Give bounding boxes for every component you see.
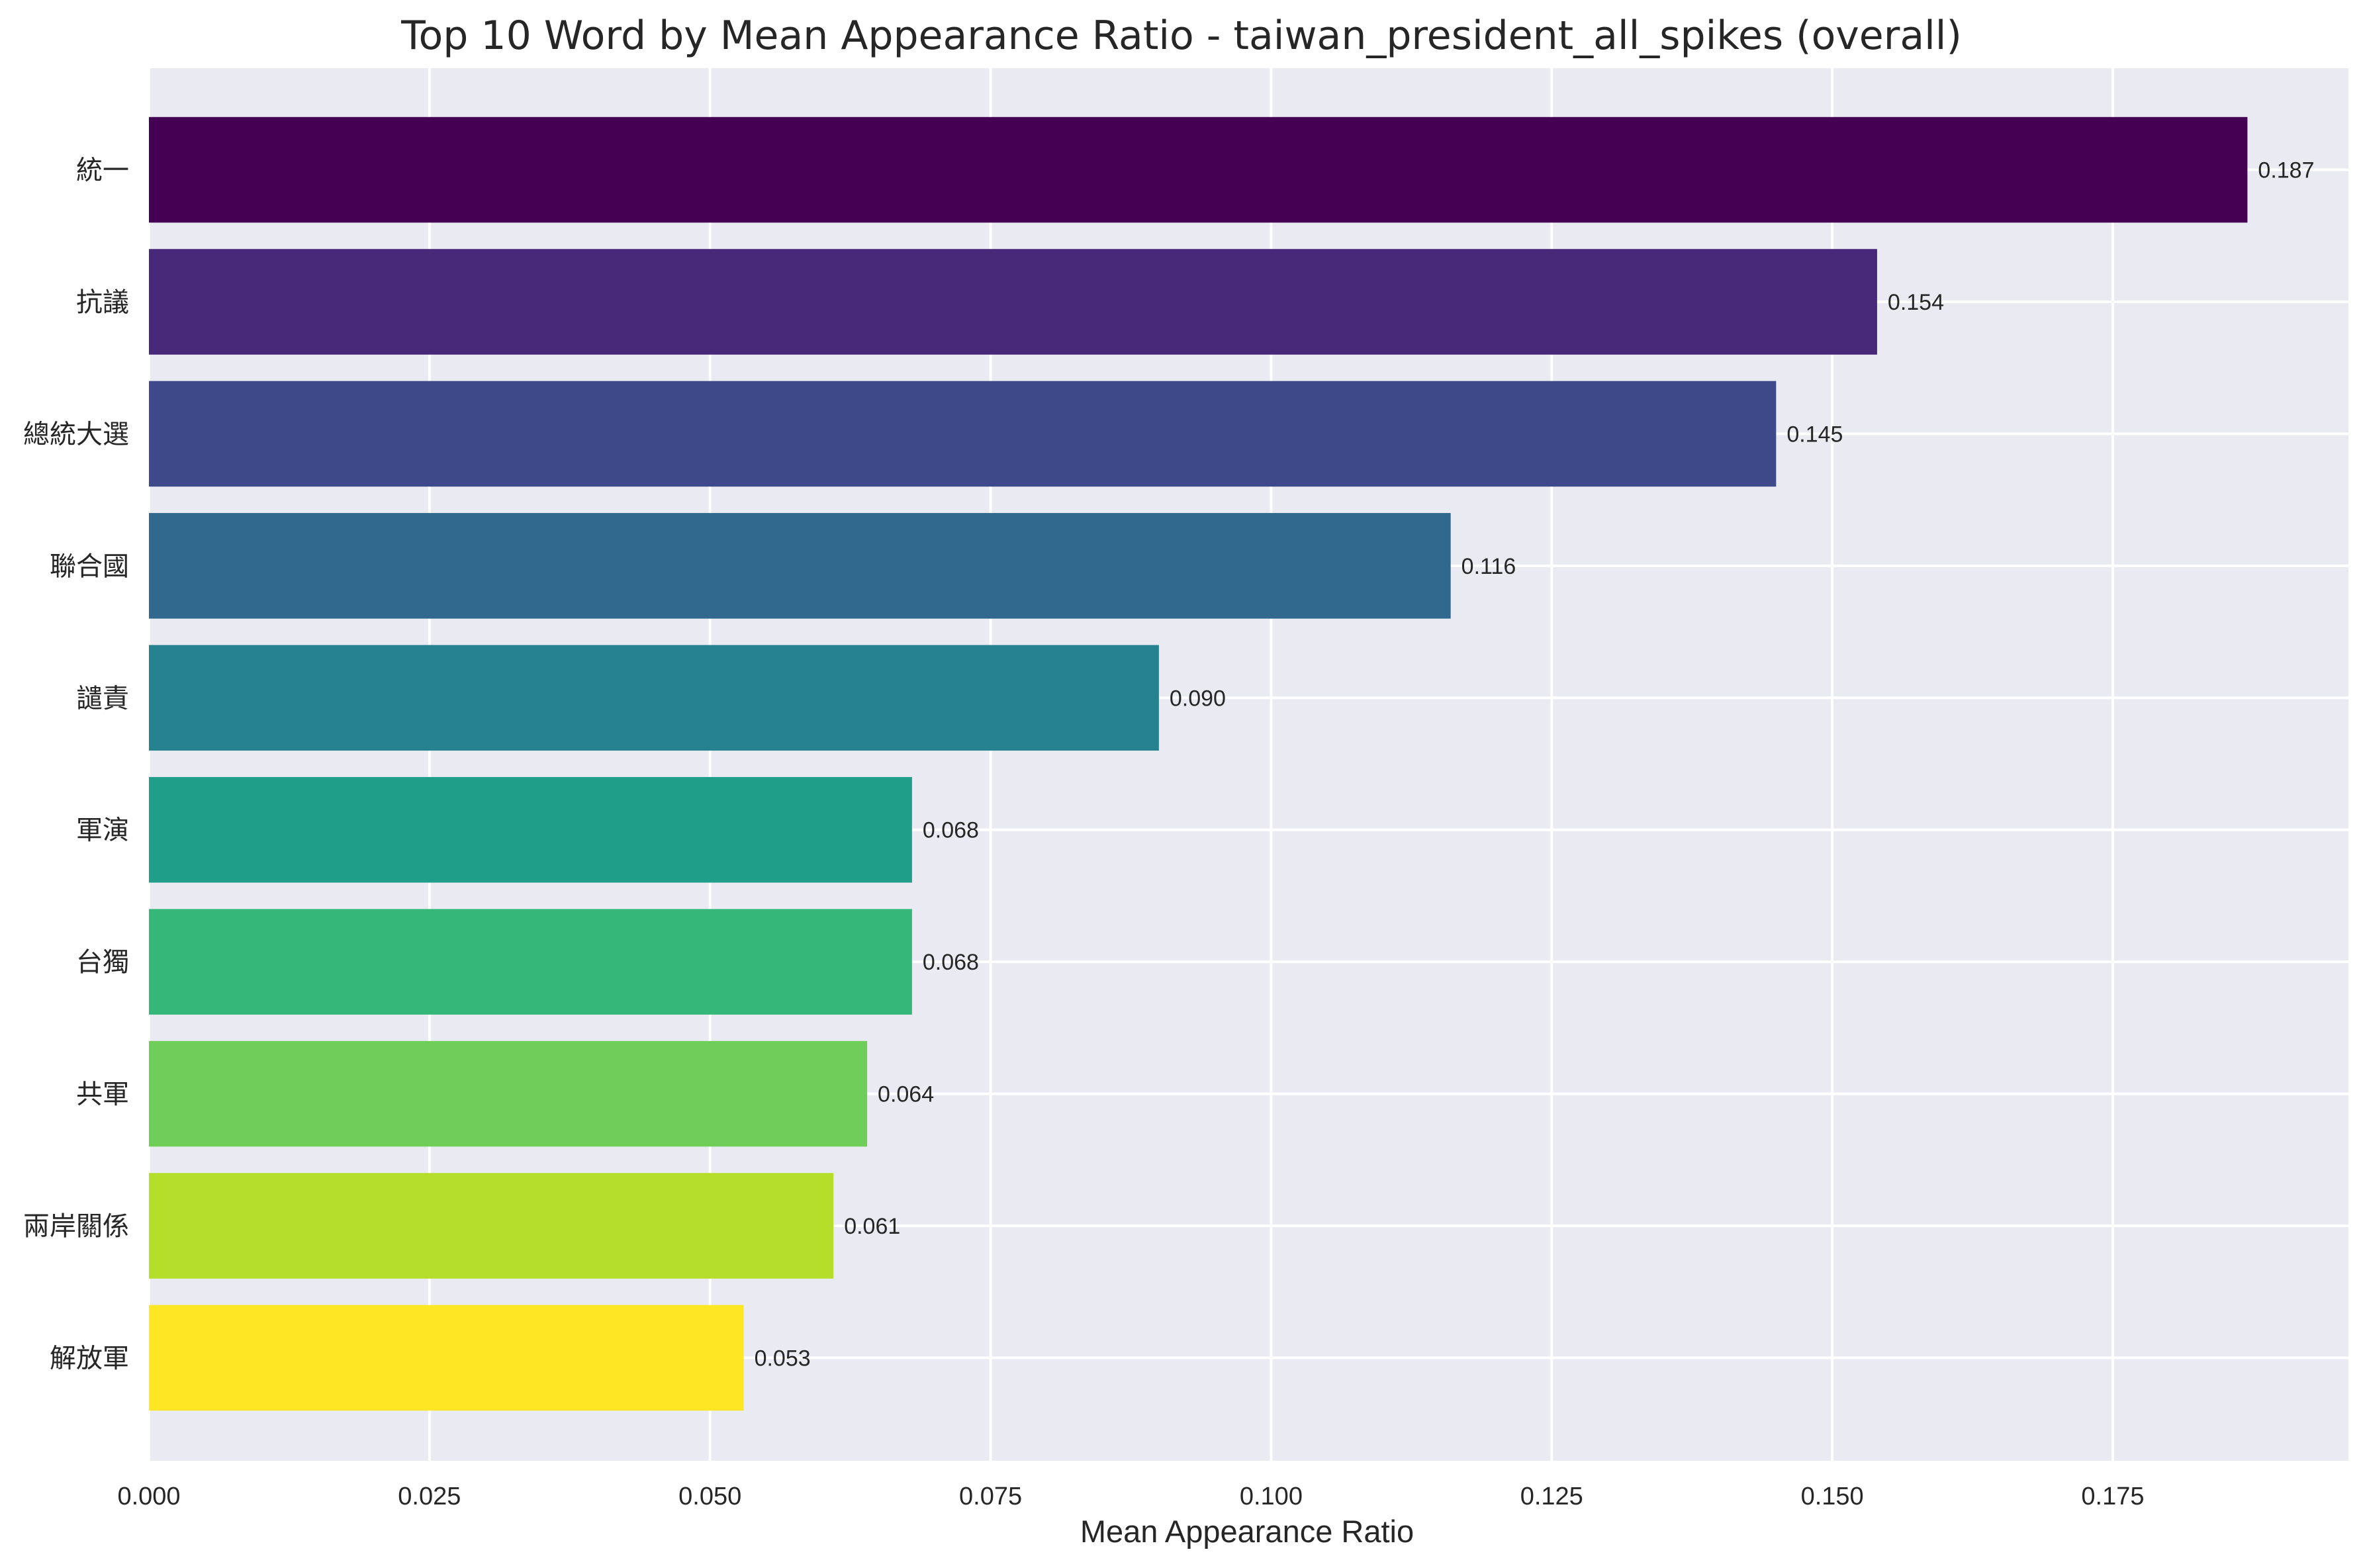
category-label: 共軍 [76, 1080, 129, 1110]
bar [149, 116, 2248, 223]
bar-value-label: 0.061 [844, 1214, 900, 1239]
x-tick-label: 0.000 [117, 1483, 180, 1510]
category-label: 抗議 [76, 287, 129, 318]
x-tick-label: 0.075 [959, 1483, 1022, 1510]
x-tick-label: 0.125 [1520, 1483, 1583, 1510]
bar [149, 1040, 868, 1147]
bar-value-label: 0.064 [878, 1082, 934, 1107]
x-tick-labels: 0.000 0.025 0.050 0.075 0.100 0.125 0.150 0.175 [117, 1483, 2144, 1510]
value-labels: 0.187 0.154 0.145 0.116 0.090 0.068 0.068 0.064… [755, 158, 2315, 1371]
bar-value-label: 0.145 [1786, 422, 1843, 447]
x-tick-label: 0.100 [1240, 1483, 1303, 1510]
chart-title: Top 10 Word by Mean Appearance Ratio - t… [400, 13, 1962, 59]
x-tick-label: 0.025 [398, 1483, 461, 1510]
bar-value-label: 0.116 [1461, 554, 1516, 579]
x-tick-label: 0.175 [2081, 1483, 2144, 1510]
x-tick-label: 0.150 [1801, 1483, 1864, 1510]
x-axis-label: Mean Appearance Ratio [1080, 1514, 1414, 1549]
bar [149, 1305, 744, 1411]
category-label: 軍演 [76, 815, 129, 846]
bar-value-label: 0.187 [2258, 158, 2314, 183]
category-label: 總統大選 [23, 419, 129, 449]
category-label: 譴責 [76, 683, 129, 714]
bar [149, 249, 1877, 355]
bar [149, 645, 1159, 751]
bar [149, 776, 912, 883]
bars [149, 116, 2248, 1411]
bar [149, 381, 1777, 487]
bar-value-label: 0.053 [755, 1346, 811, 1371]
bar [149, 513, 1451, 619]
category-label: 聯合國 [50, 551, 129, 582]
bar-value-label: 0.090 [1170, 686, 1226, 711]
bar-value-label: 0.154 [1888, 290, 1944, 315]
category-label: 台獨 [76, 947, 129, 978]
x-tick-label: 0.050 [678, 1483, 741, 1510]
category-label: 統一 [76, 156, 129, 186]
category-label: 兩岸關係 [23, 1211, 129, 1242]
bar [149, 909, 912, 1015]
bar-value-label: 0.068 [923, 818, 979, 843]
bar [149, 1173, 834, 1279]
category-label: 解放軍 [50, 1343, 129, 1373]
bar-value-label: 0.068 [923, 950, 979, 975]
